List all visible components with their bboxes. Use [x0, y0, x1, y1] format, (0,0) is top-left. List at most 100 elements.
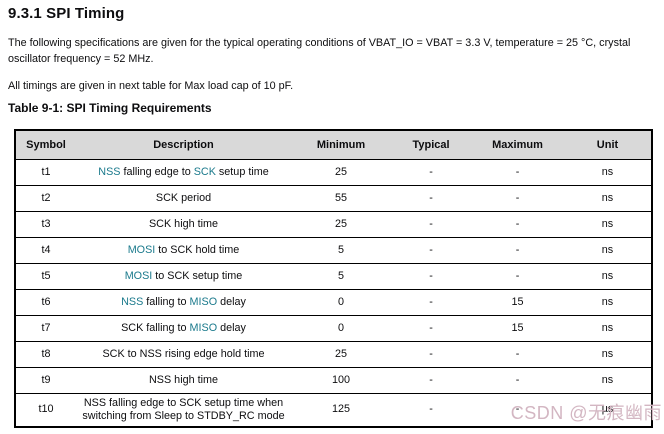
col-header-symbol: Symbol	[15, 130, 76, 160]
table-row: t5 MOSI to SCK setup time 5- - ns	[15, 263, 652, 290]
description-text: delay	[217, 295, 246, 308]
description-cell: SCK period	[76, 185, 291, 212]
description-text: to SCK setup time	[152, 269, 243, 282]
description-cell: NSS high time	[76, 367, 291, 394]
table-row: t7 SCK falling to MISO delay 0-15 ns	[15, 315, 652, 342]
signal-link[interactable]: MISO	[189, 295, 218, 308]
minimum-cell: 0	[291, 315, 391, 342]
symbol-cell: t7	[15, 315, 76, 342]
typical-cell: -	[391, 263, 471, 290]
typical-cell: -	[391, 185, 471, 212]
load-cap-paragraph: All timings are given in next table for …	[8, 80, 294, 92]
minimum-cell: 125	[291, 393, 391, 428]
table-row: t4 MOSI to SCK hold time 5- - ns	[15, 237, 652, 264]
minimum-cell: 5	[291, 263, 391, 290]
minimum-cell: 100	[291, 367, 391, 394]
maximum-cell: -	[471, 159, 564, 186]
table-row: t10 NSS falling edge to SCK setup time wh…	[15, 393, 652, 428]
unit-cell: ns	[564, 211, 652, 238]
typical-cell: -	[391, 159, 471, 186]
operating-conditions-paragraph: The following specifications are given f…	[8, 37, 631, 65]
typical-cell: -	[391, 315, 471, 342]
symbol-cell: t5	[15, 263, 76, 290]
description-cell: SCK to NSS rising edge hold time	[76, 341, 291, 368]
unit-cell: ns	[564, 237, 652, 264]
table-row: t2 SCK period 55- - ns	[15, 185, 652, 212]
minimum-cell: 25	[291, 341, 391, 368]
symbol-cell: t4	[15, 237, 76, 264]
col-header-typical: Typical	[391, 130, 471, 160]
description-text: SCK high time	[148, 217, 218, 230]
maximum-cell: 15	[471, 289, 564, 316]
signal-link[interactable]: NSS	[121, 295, 144, 308]
spi-table-body: t1 NSS falling edge to SCK setup time 25- -…	[15, 159, 652, 428]
signal-link[interactable]: NSS	[98, 165, 121, 178]
unit-cell: ns	[564, 367, 652, 394]
col-header-maximum: Maximum	[471, 130, 564, 160]
symbol-cell: t2	[15, 185, 76, 212]
signal-link[interactable]: SCK	[193, 165, 216, 178]
typical-cell: -	[391, 211, 471, 238]
description-cell: SCK falling to MISO delay	[76, 315, 291, 342]
typical-cell: -	[391, 341, 471, 368]
maximum-cell: -	[471, 367, 564, 394]
description-text: falling to	[143, 295, 190, 308]
minimum-cell: 25	[291, 211, 391, 238]
table-row: t8 SCK to NSS rising edge hold time 25- - ns	[15, 341, 652, 368]
table-row: t9 NSS high time 100- - ns	[15, 367, 652, 394]
description-cell: NSS falling edge to SCK setup time	[76, 159, 291, 186]
minimum-cell: 0	[291, 289, 391, 316]
description-cell: NSS falling to MISO delay	[76, 289, 291, 316]
signal-link[interactable]: MOSI	[124, 269, 153, 282]
description-cell: NSS falling edge to SCK setup time when …	[76, 393, 291, 428]
description-text: setup time	[215, 165, 269, 178]
typical-cell: -	[391, 393, 471, 428]
minimum-cell: 5	[291, 237, 391, 264]
maximum-cell: -	[471, 341, 564, 368]
description-cell: MOSI to SCK hold time	[76, 237, 291, 264]
minimum-cell: 25	[291, 159, 391, 186]
maximum-cell: -	[471, 185, 564, 212]
minimum-cell: 55	[291, 185, 391, 212]
col-header-unit: Unit	[564, 130, 652, 160]
typical-cell: -	[391, 237, 471, 264]
description-text: SCK to NSS rising edge hold time	[102, 347, 265, 360]
description-text: SCK falling to	[121, 321, 190, 334]
spi-timing-table: Symbol Description Minimum Typical Maxim…	[14, 129, 653, 428]
table-row: t6 NSS falling to MISO delay 0-15 ns	[15, 289, 652, 316]
maximum-cell: -	[471, 263, 564, 290]
maximum-cell: -	[471, 393, 564, 428]
maximum-cell: 15	[471, 315, 564, 342]
col-header-minimum: Minimum	[291, 130, 391, 160]
table-row: t1 NSS falling edge to SCK setup time 25- -…	[15, 159, 652, 186]
signal-link[interactable]: MOSI	[127, 243, 156, 256]
signal-link[interactable]: MISO	[189, 321, 218, 334]
symbol-cell: t1	[15, 159, 76, 186]
description-cell: SCK high time	[76, 211, 291, 238]
col-header-description: Description	[76, 130, 291, 160]
description-text: falling edge to	[120, 165, 194, 178]
unit-cell: ns	[564, 185, 652, 212]
description-text: SCK period	[155, 191, 212, 204]
unit-cell: ns	[564, 289, 652, 316]
table-header-row: Symbol Description Minimum Typical Maxim…	[15, 130, 652, 160]
maximum-cell: -	[471, 211, 564, 238]
typical-cell: -	[391, 367, 471, 394]
symbol-cell: t10	[15, 393, 76, 428]
description-text: NSS high time	[148, 373, 218, 386]
symbol-cell: t6	[15, 289, 76, 316]
typical-cell: -	[391, 289, 471, 316]
csdn-watermark: CSDN @无痕幽雨	[510, 403, 662, 423]
description-text: delay	[217, 321, 246, 334]
description-text: NSS falling edge to SCK setup time when …	[82, 396, 285, 422]
unit-cell: ns	[564, 159, 652, 186]
maximum-cell: -	[471, 237, 564, 264]
symbol-cell: t8	[15, 341, 76, 368]
description-text: to SCK hold time	[155, 243, 240, 256]
table-caption: Table 9-1: SPI Timing Requirements	[8, 101, 212, 115]
description-cell: MOSI to SCK setup time	[76, 263, 291, 290]
table-row: t3 SCK high time 25- - ns	[15, 211, 652, 238]
unit-cell: µs	[564, 393, 652, 428]
section-heading: 9.3.1 SPI Timing	[8, 5, 125, 22]
